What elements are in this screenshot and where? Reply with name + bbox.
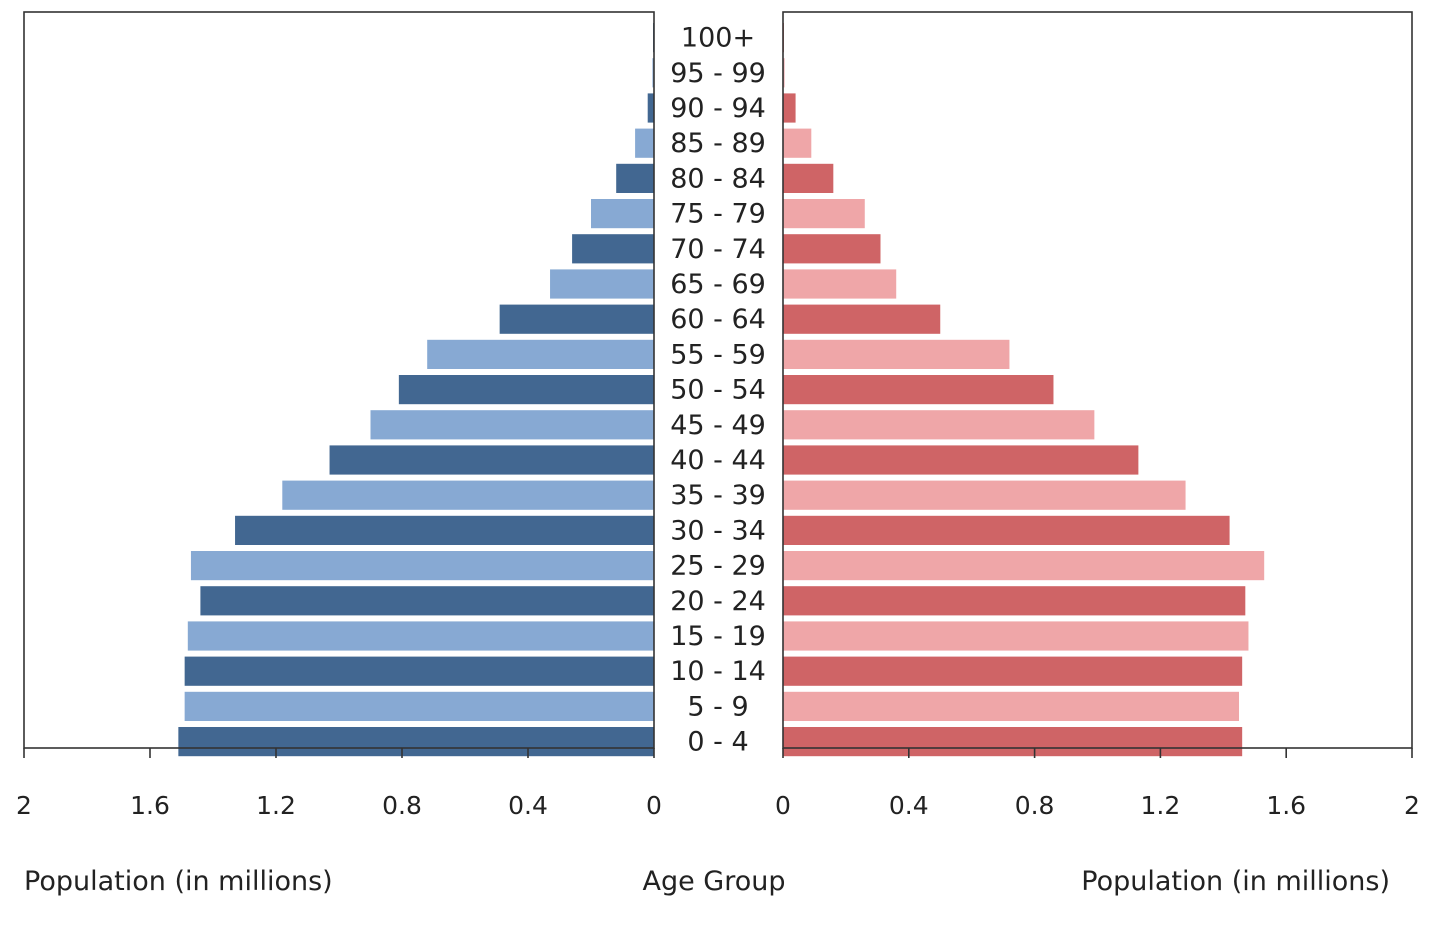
age-group-label: 35 - 39 [670, 480, 766, 511]
left-bar-50-54 [398, 375, 654, 405]
left-bar-30-34 [235, 515, 655, 545]
age-group-label: 90 - 94 [670, 93, 766, 124]
right-bar-10-14 [783, 656, 1243, 686]
right-bar-50-54 [783, 375, 1054, 405]
right-bar-55-59 [783, 339, 1010, 369]
right-bar-35-39 [783, 480, 1186, 510]
right-bar-70-74 [783, 234, 881, 264]
left-bar-90-94 [647, 93, 654, 123]
age-group-label: 95 - 99 [670, 58, 766, 89]
right-bar-45-49 [783, 410, 1095, 440]
left-plot-frame [23, 11, 655, 749]
left-tick-label: 1.6 [130, 791, 170, 820]
age-group-label: 30 - 34 [670, 515, 766, 546]
right-tick-label: 1.6 [1266, 791, 1306, 820]
left-bar-70-74 [572, 234, 654, 264]
left-tick-label: 2 [16, 791, 32, 820]
left-bar-80-84 [616, 163, 654, 193]
right-bar-90-94 [783, 93, 796, 123]
age-group-label: 5 - 9 [687, 691, 748, 722]
age-label-group: 0 - 4 5 - 9 10 - 14 15 - 19 20 - 24 25 - 29 30… [670, 23, 766, 758]
left-bar-55-59 [427, 339, 654, 369]
age-group-label: 60 - 64 [670, 304, 766, 335]
left-bar-40-44 [329, 445, 654, 475]
age-group-label: 80 - 84 [670, 163, 766, 194]
right-tick-label: 0.8 [1015, 791, 1055, 820]
right-bar-85-89 [783, 128, 812, 158]
age-group-label: 75 - 79 [670, 199, 766, 230]
left-bar-60-64 [499, 304, 654, 334]
age-group-label: 55 - 59 [670, 339, 766, 370]
right-bar-0-4 [783, 727, 1243, 757]
age-group-label: 100+ [681, 23, 755, 54]
right-bar-75-79 [783, 199, 865, 229]
left-bar-5-9 [184, 691, 654, 721]
age-group-label: 65 - 69 [670, 269, 766, 300]
right-bar-5-9 [783, 691, 1240, 721]
left-tick-label: 0 [646, 791, 662, 820]
age-group-label: 70 - 74 [670, 234, 766, 265]
age-group-label: 25 - 29 [670, 551, 766, 582]
right-tick-label: 0.4 [889, 791, 929, 820]
right-tick-label: 2 [1404, 791, 1420, 820]
right-tick-label: 0 [775, 791, 791, 820]
age-group-label: 10 - 14 [670, 656, 766, 687]
left-bar-10-14 [184, 656, 654, 686]
plot-frames [23, 11, 1413, 749]
right-bar-15-19 [783, 621, 1249, 651]
right-bar-65-69 [783, 269, 897, 299]
right-bar-20-24 [783, 586, 1246, 616]
right-bar-group [783, 23, 1265, 757]
left-bar-15-19 [187, 621, 655, 651]
right-bar-40-44 [783, 445, 1139, 475]
right-bar-30-34 [783, 515, 1230, 545]
left-bar-0-4 [178, 727, 654, 757]
age-group-label: 20 - 24 [670, 586, 766, 617]
right-plot-frame [782, 11, 1413, 749]
left-bar-45-49 [370, 410, 654, 440]
right-bar-25-29 [783, 551, 1265, 581]
age-group-label: 40 - 44 [670, 445, 766, 476]
right-bar-60-64 [783, 304, 941, 334]
left-bar-75-79 [591, 199, 654, 229]
left-tick-label: 0.4 [508, 791, 548, 820]
age-group-label: 45 - 49 [670, 410, 766, 441]
left-bar-20-24 [200, 586, 654, 616]
left-bar-35-39 [282, 480, 654, 510]
right-bar-80-84 [783, 163, 834, 193]
left-tick-label: 1.2 [256, 791, 296, 820]
left-bar-85-89 [635, 128, 654, 158]
right-axis-title: Population (in millions) [1081, 866, 1390, 897]
age-group-label: 15 - 19 [670, 621, 766, 652]
right-tick-label: 1.2 [1141, 791, 1181, 820]
left-bar-25-29 [190, 551, 654, 581]
tick-group: 2 1.6 1.2 0.8 0.4 0 0 0.4 0.8 1.2 1.6 2 [16, 748, 1420, 820]
age-group-label: 50 - 54 [670, 375, 766, 406]
left-tick-label: 0.8 [382, 791, 422, 820]
left-axis-title: Population (in millions) [24, 866, 333, 897]
category-axis-title: Age Group [642, 866, 785, 897]
age-group-label: 0 - 4 [687, 727, 748, 758]
age-group-label: 85 - 89 [670, 128, 766, 159]
left-bar-65-69 [550, 269, 654, 299]
left-bar-group [178, 23, 655, 757]
